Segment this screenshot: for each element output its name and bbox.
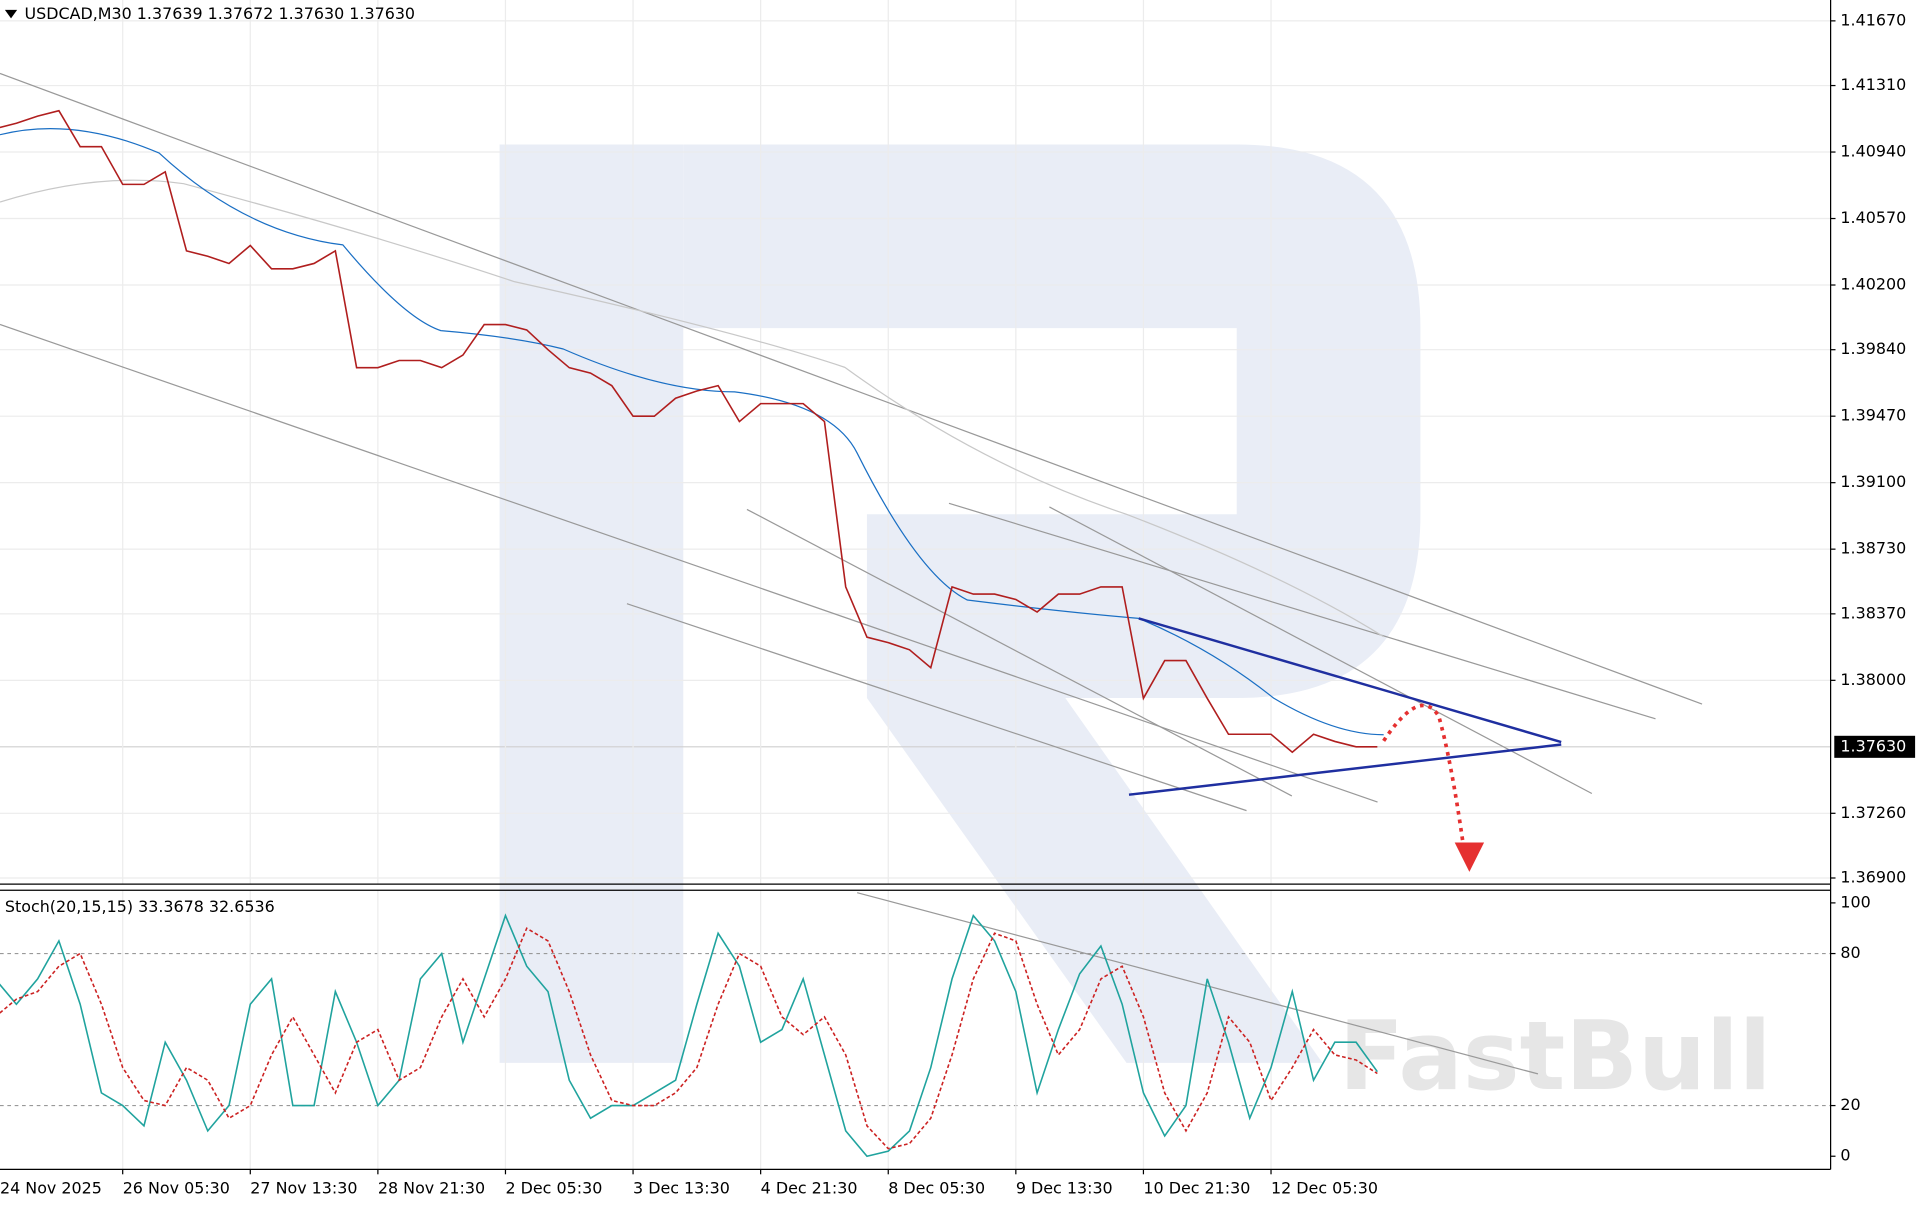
chart-title: USDCAD,M30 1.37639 1.37672 1.37630 1.376… — [24, 4, 415, 23]
y-tick-label: 1.39840 — [1840, 339, 1906, 358]
x-tick-label: 28 Nov 21:30 — [378, 1179, 485, 1198]
forecast-arrow — [1382, 703, 1485, 872]
x-tick-label: 26 Nov 05:30 — [123, 1179, 230, 1198]
y-tick-label: 1.41310 — [1840, 75, 1906, 94]
y-tick-label: 80 — [1840, 943, 1860, 962]
grid — [0, 0, 1836, 1175]
moving-average-fast — [0, 128, 1384, 736]
x-tick-label: 10 Dec 21:30 — [1143, 1179, 1250, 1198]
moving-average-lines — [0, 179, 1384, 638]
watermark-text: FastBull — [1339, 1000, 1772, 1112]
y-tick-label: 1.36900 — [1840, 867, 1906, 886]
panel-frames — [0, 0, 1832, 1171]
collapse-icon[interactable] — [4, 9, 18, 19]
x-tick-label: 4 Dec 21:30 — [761, 1179, 858, 1198]
series-line — [0, 913, 1378, 1158]
y-tick-label: 1.37260 — [1840, 803, 1906, 822]
y-tick-label: 100 — [1840, 892, 1870, 911]
y-tick-label: 0 — [1840, 1146, 1850, 1165]
y-tick-label: 20 — [1840, 1095, 1860, 1114]
y-tick-label: 1.38730 — [1840, 539, 1906, 558]
y-tick-label: 1.41670 — [1840, 10, 1906, 29]
trend-lines — [0, 72, 1703, 1075]
current-price-box — [1834, 735, 1916, 758]
x-tick-label: 12 Dec 05:30 — [1271, 1179, 1378, 1198]
current-price-label: 1.37630 — [1840, 736, 1906, 755]
y-tick-label: 1.40200 — [1840, 275, 1906, 294]
series-line — [0, 109, 1378, 754]
y-tick-label: 1.40940 — [1840, 142, 1906, 161]
x-tick-label: 24 Nov 2025 — [0, 1179, 102, 1198]
y-tick-label: 1.39470 — [1840, 406, 1906, 425]
x-tick-label: 2 Dec 05:30 — [505, 1179, 602, 1198]
x-tick-label: 9 Dec 13:30 — [1016, 1179, 1113, 1198]
triangle-pattern — [1128, 617, 1562, 796]
y-tick-label: 1.40570 — [1840, 208, 1906, 227]
x-tick-label: 3 Dec 13:30 — [633, 1179, 730, 1198]
x-tick-label: 27 Nov 13:30 — [250, 1179, 357, 1198]
x-tick-label: 8 Dec 05:30 — [888, 1179, 985, 1198]
indicator-title: Stoch(20,15,15) 33.3678 32.6536 — [5, 897, 275, 916]
y-tick-label: 1.39100 — [1840, 472, 1906, 491]
y-tick-label: 1.38000 — [1840, 670, 1906, 689]
y-tick-label: 1.38370 — [1840, 603, 1906, 622]
